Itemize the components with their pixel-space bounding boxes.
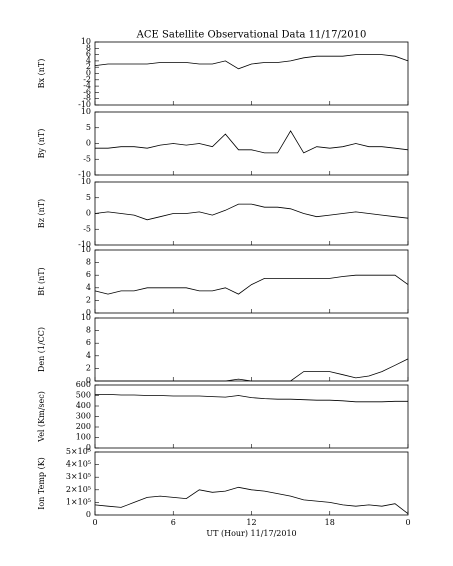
y-tick-label: 2 [86,363,91,372]
y-tick-label: -5 [83,224,91,233]
data-line [94,54,409,70]
y-axis-label: Vel (Km/sec) [37,391,46,443]
y-tick-label: 3×10⁵ [66,472,91,481]
panel-frame [94,41,409,106]
panel-frame [94,249,409,314]
panel-frame [94,384,409,449]
y-tick-label: 10 [81,245,91,254]
y-tick-label: 0 [86,209,91,218]
y-tick-label: 400 [76,401,91,410]
y-tick-label: -2 [83,75,91,84]
panel-frame [94,111,409,176]
y-tick-label: 10 [81,107,91,116]
y-tick-label: -10 [78,240,91,249]
y-tick-label: 300 [76,412,91,421]
y-tick-label: 100 [76,433,91,442]
y-axis-label: By (nT) [37,129,46,159]
x-tick-label: 18 [325,518,335,527]
y-tick-label: -10 [78,170,91,179]
y-tick-label: -8 [83,94,91,103]
y-axis-label: Bz (nT) [37,199,46,228]
y-tick-label: -10 [78,100,91,109]
y-tick-label: 2 [86,295,91,304]
panel-frame [94,317,409,382]
y-tick-label: 6 [86,338,91,347]
y-tick-label: 10 [81,37,91,46]
y-tick-label: 2 [86,62,91,71]
y-tick-label: 0 [86,510,91,519]
x-tick-label: 0 [92,518,97,527]
x-tick-label: 6 [171,518,176,527]
y-tick-label: -5 [83,154,91,163]
y-tick-label: 8 [86,326,91,335]
y-tick-label: 5×10⁵ [66,447,91,456]
x-axis-label: UT (Hour) 11/17/2010 [206,529,296,538]
data-line [95,394,408,403]
y-tick-label: 0 [86,308,91,317]
y-tick-label: 6 [86,270,91,279]
data-line [94,274,409,295]
data-line [94,486,409,515]
y-tick-label: 0 [86,443,91,452]
x-tick-label: 0 [405,518,410,527]
data-line [94,203,409,221]
y-tick-label: 2×10⁵ [66,485,91,494]
y-axis-label: Bt (nT) [37,267,46,295]
y-tick-label: 5 [86,123,91,132]
y-tick-label: 10 [81,313,91,322]
y-tick-label: 4×10⁵ [66,460,91,469]
y-axis-label: Den (1/CC) [37,327,46,372]
y-tick-label: 4 [86,351,91,360]
y-tick-label: -4 [83,81,91,90]
y-tick-label: 5 [86,193,91,202]
y-tick-label: 8 [86,258,91,267]
y-tick-label: 0 [86,69,91,78]
data-line [95,130,409,154]
y-tick-label: 0 [86,139,91,148]
y-tick-label: -6 [83,87,91,96]
y-tick-label: 200 [76,422,91,431]
y-tick-label: 8 [86,43,91,52]
y-tick-label: 600 [76,380,91,389]
panel-frame [94,181,409,246]
y-tick-label: 4 [86,56,91,65]
chart-title: ACE Satellite Observational Data 11/17/2… [136,30,367,41]
y-tick-label: 500 [76,391,91,400]
y-tick-label: 4 [86,283,91,292]
y-tick-label: 6 [86,50,91,59]
data-line [95,358,409,382]
y-tick-label: 0 [86,376,91,385]
y-axis-label: Bx (nT) [37,59,46,89]
y-tick-label: 10 [81,177,91,186]
y-tick-label: 1×10⁵ [66,497,91,506]
x-tick-label: 12 [246,518,256,527]
y-axis-label: Ion Temp (K) [37,457,46,510]
